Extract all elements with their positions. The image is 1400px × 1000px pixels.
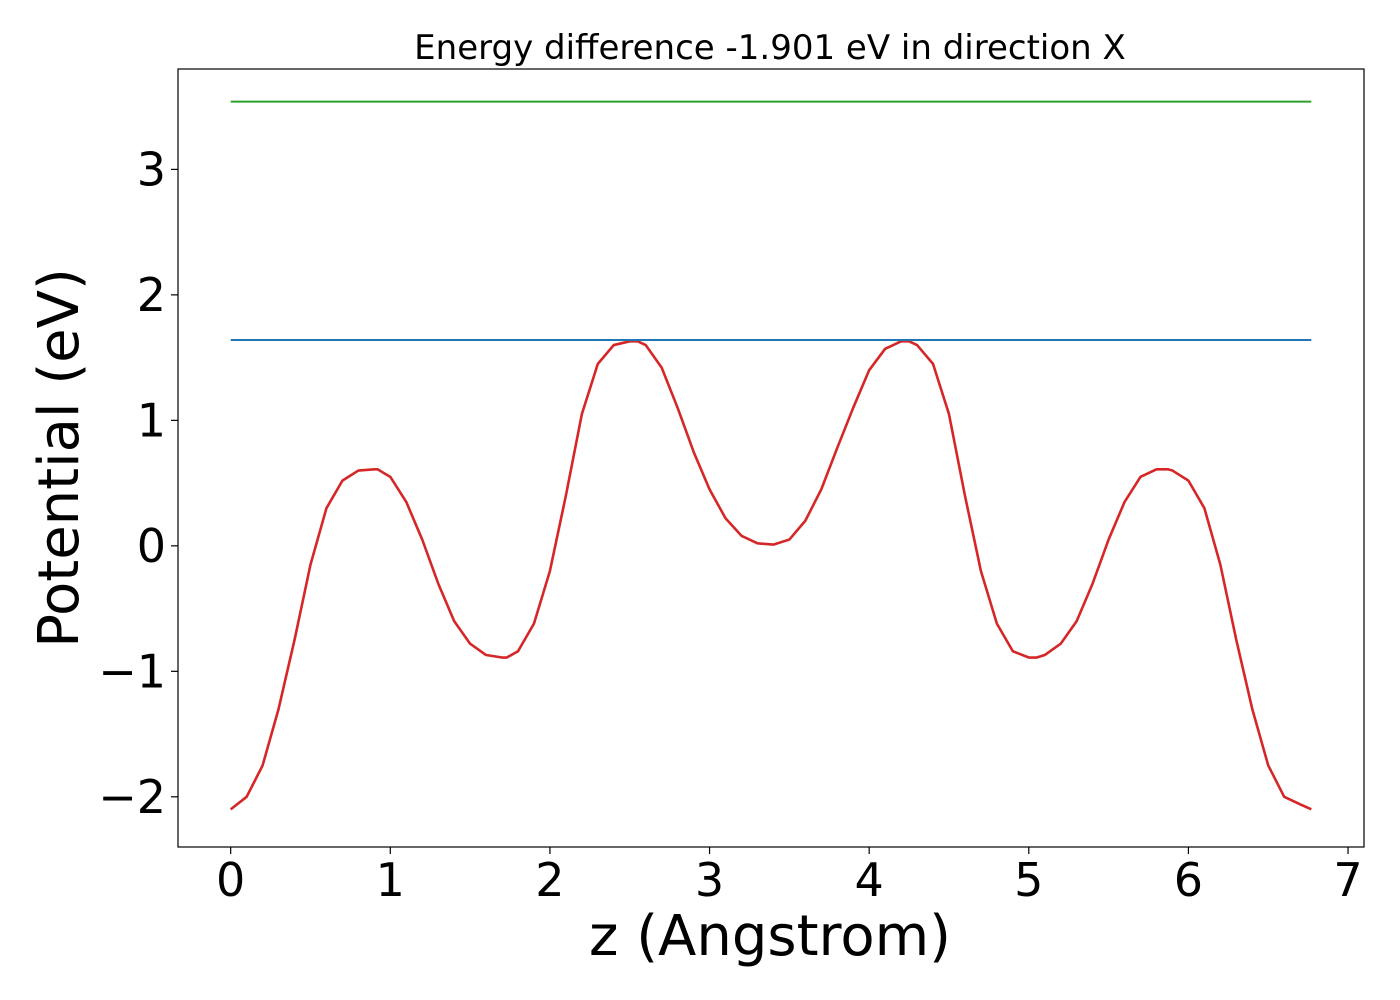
x-tick-label: 5 — [1014, 853, 1043, 907]
x-tick-label: 3 — [695, 853, 724, 907]
x-axis-ticks: 0 1 2 3 4 5 6 7 — [216, 847, 1363, 907]
y-tick-label: 1 — [137, 393, 166, 447]
x-axis-label: z (Angstrom) — [589, 904, 951, 969]
x-tick-label: 7 — [1333, 853, 1362, 907]
x-tick-label: 2 — [535, 853, 564, 907]
y-tick-label: 3 — [137, 142, 166, 196]
y-axis-label: Potential (eV) — [27, 268, 92, 648]
y-tick-label: 2 — [137, 268, 166, 322]
y-tick-label: −2 — [98, 770, 166, 824]
x-tick-label: 4 — [855, 853, 884, 907]
x-tick-label: 0 — [216, 853, 245, 907]
plot-frame — [177, 68, 1365, 848]
y-tick-label: 0 — [137, 519, 166, 573]
x-tick-label: 1 — [376, 853, 405, 907]
y-axis-ticks: −2 −1 0 1 2 3 — [98, 142, 178, 824]
y-tick-label: −1 — [98, 644, 166, 698]
x-tick-label: 6 — [1174, 853, 1203, 907]
chart-title: Energy difference -1.901 eV in direction… — [414, 28, 1126, 68]
series-line-1 — [229, 340, 1312, 811]
plot-lines — [229, 100, 1312, 811]
